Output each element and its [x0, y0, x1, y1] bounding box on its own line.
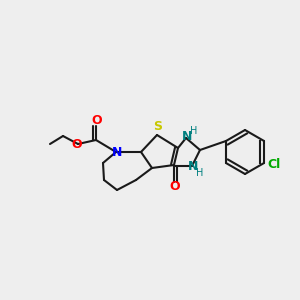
- Text: S: S: [154, 121, 163, 134]
- Text: H: H: [190, 126, 198, 136]
- Text: N: N: [112, 146, 122, 158]
- Text: O: O: [92, 115, 102, 128]
- Text: O: O: [170, 181, 180, 194]
- Text: H: H: [196, 168, 204, 178]
- Text: N: N: [182, 130, 192, 143]
- Text: N: N: [188, 160, 198, 173]
- Text: O: O: [72, 139, 82, 152]
- Text: Cl: Cl: [267, 158, 281, 172]
